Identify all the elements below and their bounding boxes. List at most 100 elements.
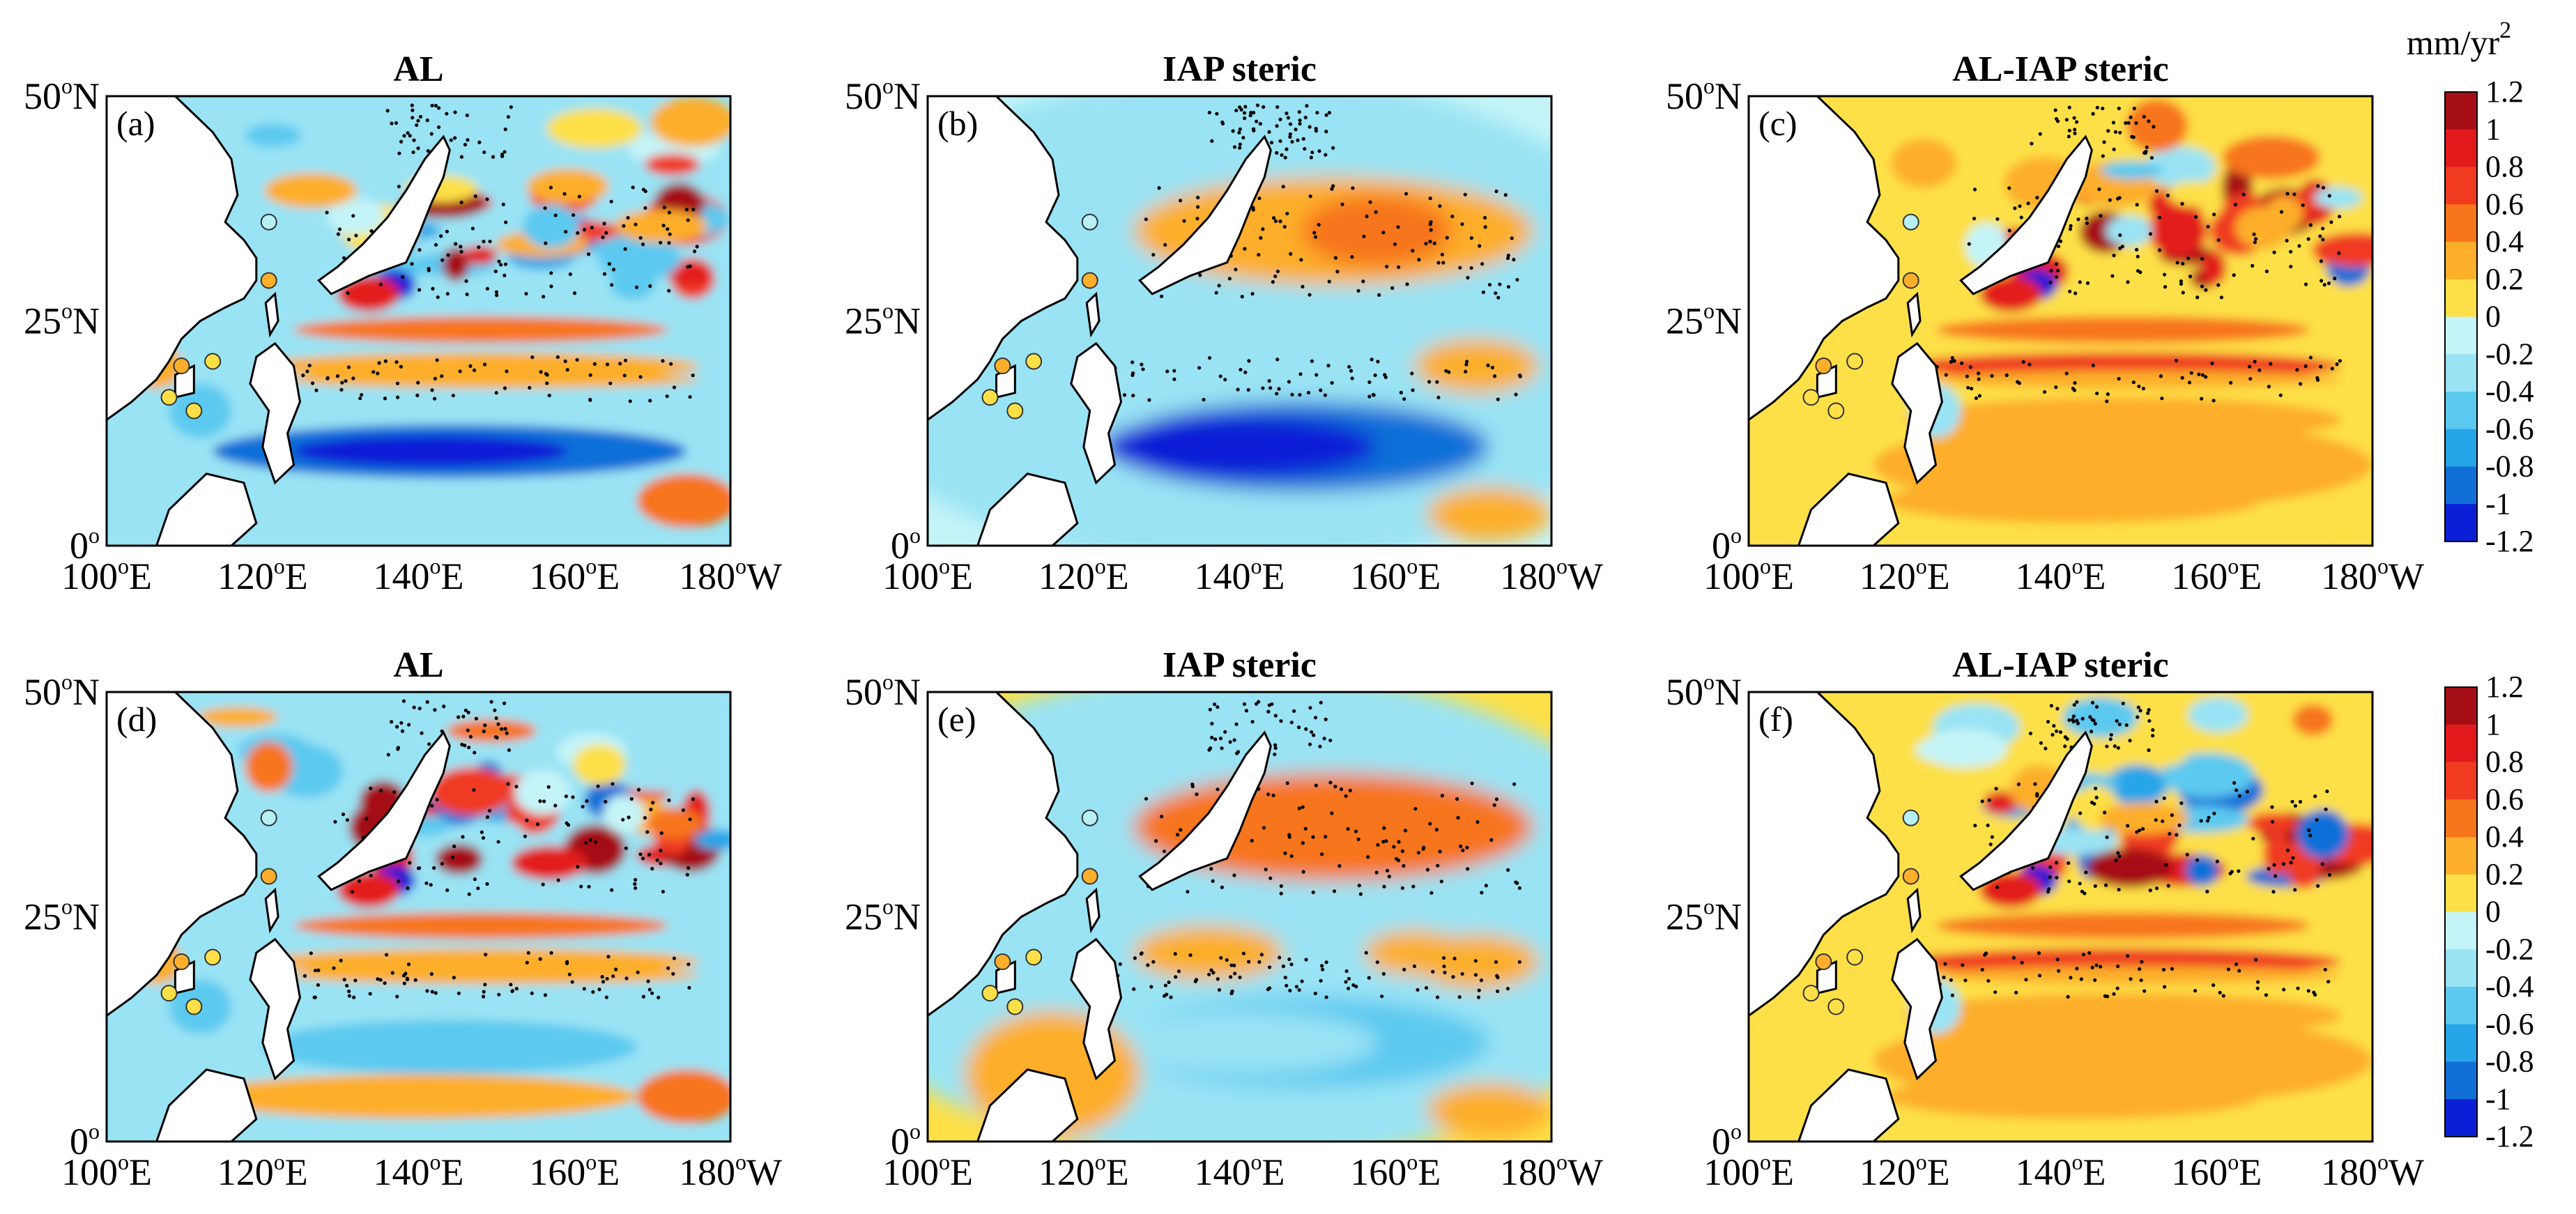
significance-dot — [1130, 360, 1135, 364]
significance-dot — [622, 374, 627, 378]
significance-dot — [1275, 151, 1279, 155]
significance-dot — [2157, 215, 2162, 220]
significance-dot — [681, 808, 685, 813]
significance-dot — [1313, 991, 1317, 996]
significance-dot — [2067, 879, 2071, 884]
significance-dot — [1313, 716, 1318, 720]
significance-dot — [2063, 744, 2067, 748]
significance-dot — [563, 359, 567, 363]
significance-dot — [2255, 986, 2260, 990]
significance-dot — [2193, 215, 2198, 219]
significance-dot — [1332, 889, 1337, 893]
anomaly-blob — [645, 153, 700, 176]
significance-dot — [1319, 700, 1323, 705]
significance-dot — [397, 185, 401, 189]
significance-dot — [2037, 951, 2041, 955]
significance-dot — [2112, 992, 2116, 996]
significance-dot — [477, 140, 482, 144]
panel-label: (b) — [937, 104, 978, 143]
significance-dot — [2179, 801, 2184, 806]
colorbar-tick-label: 1.2 — [2485, 75, 2524, 109]
significance-dot — [631, 185, 635, 190]
significance-dot — [667, 798, 671, 802]
significance-dot — [2322, 283, 2326, 287]
significance-dot — [570, 980, 574, 984]
panel-label: (d) — [116, 700, 157, 739]
colorbar-tick-label: -0.8 — [2485, 450, 2534, 484]
significance-dot — [2207, 815, 2211, 820]
significance-dot — [2039, 741, 2044, 745]
anomaly-blob — [511, 845, 588, 880]
significance-dot — [1372, 393, 1376, 397]
significance-dot — [1169, 995, 1173, 999]
panel-title: AL — [393, 49, 443, 89]
significance-dot — [2138, 709, 2142, 713]
significance-dot — [2337, 251, 2341, 255]
significance-dot — [2094, 795, 2099, 799]
significance-dot — [1396, 225, 1400, 229]
significance-dot — [2286, 848, 2290, 852]
significance-dot — [2272, 863, 2276, 867]
significance-dot — [342, 978, 346, 982]
significance-dot — [634, 877, 638, 882]
significance-dot — [2047, 887, 2051, 891]
significance-dot — [1480, 262, 1485, 266]
significance-dot — [636, 787, 641, 792]
anomaly-blob — [1885, 1074, 2260, 1119]
significance-dot — [1279, 719, 1283, 723]
significance-dot — [1990, 374, 1994, 378]
significance-dot — [695, 245, 699, 249]
significance-dot — [582, 228, 587, 232]
anomaly-blob — [514, 769, 571, 815]
significance-dot — [1250, 291, 1255, 296]
significance-dot — [1986, 823, 1990, 827]
significance-dot — [1186, 889, 1190, 894]
significance-dot — [491, 155, 496, 159]
significance-dot — [369, 873, 373, 877]
tide-gauge-marker — [1902, 213, 1919, 231]
significance-dot — [506, 782, 510, 786]
significance-dot — [390, 971, 394, 975]
significance-dot — [568, 272, 572, 277]
significance-dot — [543, 993, 548, 997]
significance-dot — [493, 708, 497, 712]
significance-dot — [463, 708, 468, 712]
colorbar-tick-label: -0.4 — [2485, 969, 2534, 1004]
significance-dot — [2237, 869, 2241, 873]
significance-dot — [500, 727, 504, 731]
significance-dot — [383, 359, 388, 363]
significance-dot — [1439, 879, 1443, 884]
significance-dot — [332, 966, 336, 970]
significance-dot — [1496, 989, 1500, 994]
significance-dot — [1217, 988, 1222, 992]
significance-dot — [2093, 978, 2097, 983]
significance-dot — [1195, 792, 1199, 797]
significance-dot — [1330, 187, 1334, 191]
significance-dot — [2075, 120, 2079, 124]
significance-dot — [1317, 149, 1321, 153]
significance-dot — [2141, 827, 2145, 831]
y-tick-label: 25oN — [24, 894, 100, 938]
significance-dot — [1141, 367, 1145, 371]
landmass — [1959, 135, 2093, 295]
tide-gauge-marker — [1827, 998, 1845, 1015]
tide-gauge-marker — [160, 985, 178, 1002]
significance-dot — [386, 753, 390, 757]
significance-dot — [2210, 361, 2214, 365]
significance-dot — [1243, 247, 1247, 251]
significance-dot — [2142, 989, 2147, 993]
colorbar-swatch — [2445, 987, 2477, 1025]
significance-dot — [1510, 236, 1514, 240]
colorbar-tick-label: -0.6 — [2485, 1007, 2534, 1041]
significance-dot — [1362, 234, 1366, 238]
anomaly-blob — [430, 767, 512, 816]
significance-dot — [305, 369, 309, 374]
significance-dot — [544, 371, 549, 376]
anomaly-blob — [435, 844, 483, 875]
significance-dot — [1176, 969, 1181, 974]
significance-dot — [499, 263, 503, 267]
significance-dot — [1400, 886, 1404, 890]
significance-dot — [1304, 958, 1308, 962]
significance-dot — [2075, 700, 2079, 704]
significance-dot — [1399, 390, 1403, 394]
